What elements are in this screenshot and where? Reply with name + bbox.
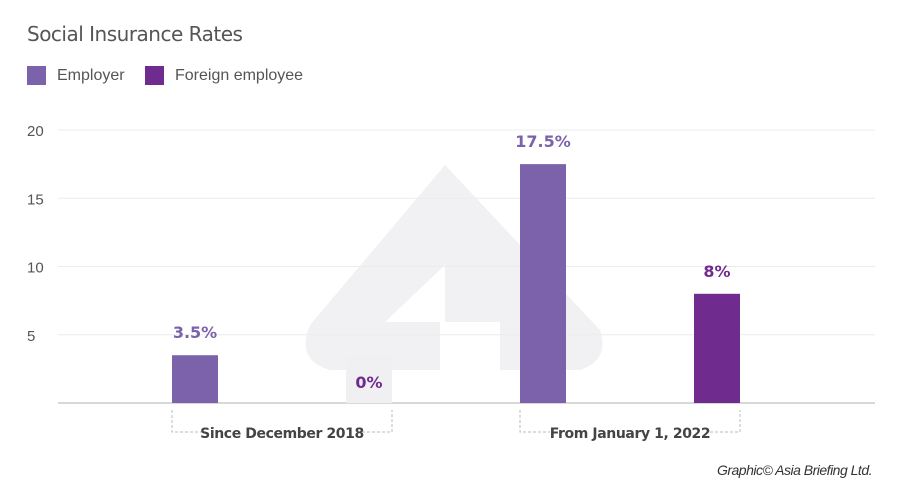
legend-label: Foreign employee — [175, 66, 304, 84]
y-tick-label: 15 — [27, 191, 44, 208]
category-bracket — [171, 410, 393, 433]
bar-foreign-employee — [694, 293, 740, 403]
data-label: 17.5% — [515, 132, 571, 151]
bar-employer — [520, 164, 566, 403]
chart-title: Social Insurance Rates — [27, 22, 243, 46]
x-category-label: Since December 2018 — [200, 426, 364, 442]
legend-swatch-foreign-employee — [145, 66, 164, 85]
data-label: 0% — [355, 373, 382, 392]
legend-swatch-employer — [27, 66, 46, 85]
x-category-label: From January 1, 2022 — [550, 426, 711, 442]
bar-employer — [172, 355, 218, 403]
legend-item-foreign-employee: Foreign employee — [145, 66, 303, 85]
y-tick-label: 20 — [27, 123, 44, 140]
legend-label: Employer — [57, 66, 125, 84]
bar-placeholder — [346, 355, 392, 403]
y-tick-label: 10 — [27, 260, 44, 277]
credit-text: Graphic© Asia Briefing Ltd. — [716, 462, 873, 478]
data-label: 8% — [703, 262, 730, 281]
category-bracket — [519, 410, 741, 433]
legend-item-employer: Employer — [27, 66, 125, 85]
y-tick-label: 5 — [27, 328, 35, 345]
data-label: 3.5% — [173, 323, 217, 342]
